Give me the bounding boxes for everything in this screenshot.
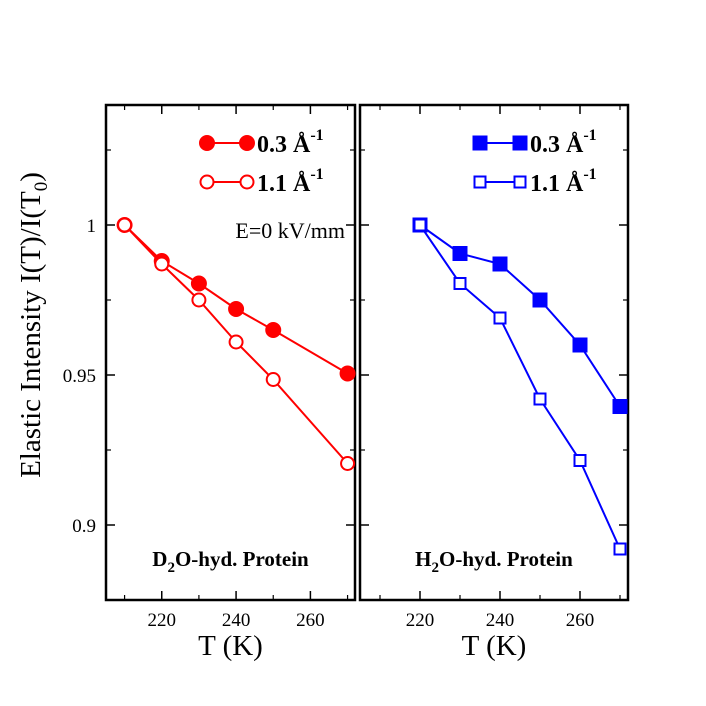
data-point-d2o-1.1 — [265, 372, 281, 387]
legend-marker-end — [239, 135, 255, 151]
data-point-h2o-1.1 — [533, 392, 547, 406]
plot-frame-h2o — [358, 103, 630, 602]
x-tick-label: 240 — [486, 610, 515, 631]
legend-marker-end — [513, 175, 527, 189]
data-point-h2o-1.1 — [493, 311, 507, 325]
panel-d2o: 220 240 260 0.9 0.95 1 T (K) 0.3 Å-1 1.1 Å-1 E=0 … — [63, 103, 357, 662]
data-point-h2o-0.3 — [612, 399, 628, 414]
data-point-h2o-0.3 — [492, 256, 508, 272]
data-point-d2o-1.1 — [154, 256, 170, 272]
data-point-d2o-0.3 — [228, 301, 245, 317]
series-line-d2o-1.1 — [123, 224, 349, 465]
data-point-h2o-1.1 — [453, 277, 467, 290]
panel-h2o: 220 240 260 T (K) 0.3 Å-1 1.1 Å-1 H2O-hyd. Pro… — [358, 103, 630, 662]
legend-label-1.1: 1.1 Å-1 — [257, 166, 324, 197]
series-line-h2o-1.1 — [419, 224, 621, 550]
data-point-d2o-1.1 — [191, 292, 207, 308]
panel-title-d2o: D2O-hyd. Protein — [152, 547, 309, 576]
y-axis-label: Elastic Intensity I(T)/I(T0) — [15, 172, 52, 478]
data-point-h2o-1.1 — [413, 218, 427, 232]
legend-marker-start — [472, 135, 488, 151]
y-tick-label: 0.95 — [63, 366, 96, 387]
data-point-d2o-1.1 — [117, 217, 133, 233]
x-tick-label: 260 — [566, 610, 595, 631]
data-point-d2o-0.3 — [265, 322, 282, 338]
panel-title-h2o: H2O-hyd. Protein — [415, 547, 573, 576]
legend-marker-end — [239, 174, 255, 190]
data-point-d2o-0.3 — [339, 365, 356, 382]
x-axis-label-d2o: T (K) — [198, 630, 263, 662]
legend-marker-start — [473, 175, 487, 189]
data-point-h2o-0.3 — [452, 246, 468, 261]
annotation-efield: E=0 kV/mm — [235, 218, 345, 243]
data-point-h2o-0.3 — [532, 292, 548, 308]
plot-frame-d2o — [104, 103, 357, 602]
x-axis-label-h2o: T (K) — [462, 630, 527, 662]
legend-label-1.1: 1.1 Å-1 — [530, 166, 597, 197]
series-line-d2o-0.3 — [123, 224, 349, 375]
x-tick-label: 220 — [147, 610, 176, 631]
legend-label-0.3: 0.3 Å-1 — [530, 127, 597, 158]
data-point-h2o-1.1 — [613, 542, 627, 556]
legend-marker-start — [199, 135, 215, 151]
data-point-h2o-0.3 — [572, 337, 588, 353]
y-tick-label: 1 — [87, 216, 97, 237]
data-point-d2o-1.1 — [340, 456, 356, 471]
data-point-h2o-1.1 — [573, 454, 587, 467]
legend-label-0.3: 0.3 Å-1 — [257, 127, 324, 158]
data-point-d2o-0.3 — [190, 275, 207, 292]
x-tick-label: 220 — [406, 610, 435, 631]
y-tick-label: 0.9 — [72, 516, 96, 537]
legend-marker-start — [199, 174, 215, 190]
legend-marker-end — [512, 135, 528, 151]
x-tick-label: 240 — [222, 610, 251, 631]
data-point-d2o-1.1 — [228, 334, 244, 350]
x-tick-label: 260 — [296, 610, 325, 631]
